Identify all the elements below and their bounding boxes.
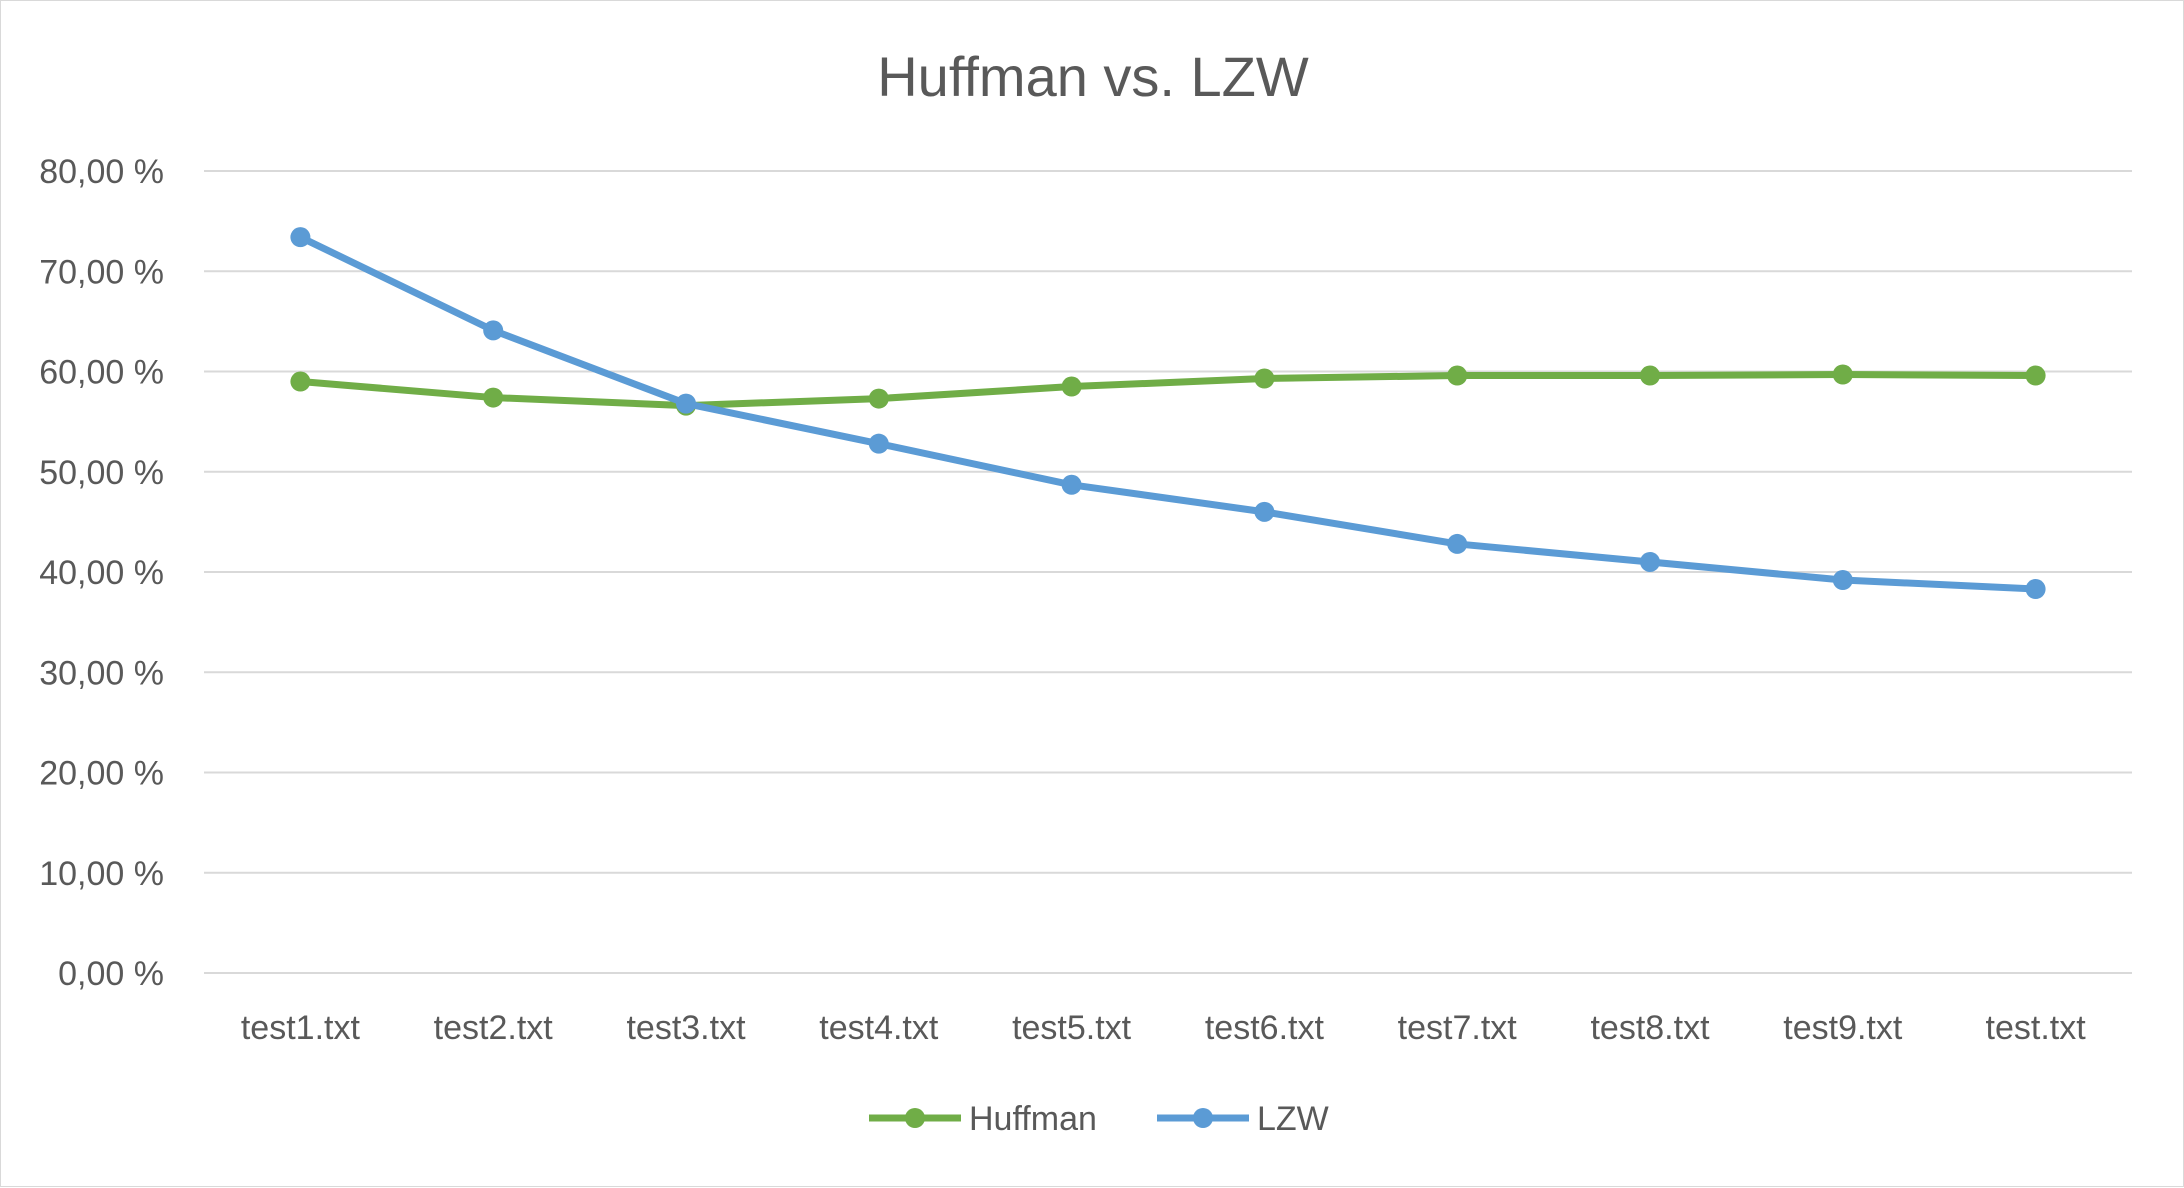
y-axis-ticks: 0,00 % 10,00 % 20,00 % 30,00 % 40,00 % 50,00 … [39,153,164,993]
series-line [296,371,2040,410]
series-line [296,233,2040,593]
x-tick-label: test6.txt [1205,1009,1325,1047]
x-tick-label: test.txt [1986,1009,2087,1047]
legend-marker [1193,1108,1213,1128]
data-point [868,433,889,454]
data-point [1832,364,1853,385]
y-tick-label: 20,00 % [39,755,164,793]
legend: Huffman LZW [869,1100,1329,1138]
x-tick-label: test8.txt [1590,1009,1710,1047]
gridlines [204,170,2132,974]
y-tick-label: 60,00 % [39,354,164,392]
y-tick-label: 10,00 % [39,855,164,893]
data-point [290,371,311,392]
chart-title: Huffman vs. LZW [877,45,1309,108]
data-point [1832,570,1853,591]
x-tick-label: test7.txt [1398,1009,1518,1047]
data-point [1254,368,1275,389]
data-point [1061,376,1082,397]
legend-item: LZW [1157,1100,1329,1138]
data-point [1640,551,1660,572]
x-tick-label: test2.txt [434,1009,554,1047]
legend-item: Huffman [869,1100,1097,1138]
legend-label: LZW [1257,1100,1329,1138]
data-point [2025,579,2046,600]
data-point [2025,365,2046,386]
x-tick-label: test9.txt [1783,1009,1903,1047]
data-point [1061,474,1082,495]
data-point [1640,365,1660,386]
series-lines [290,227,2046,600]
data-point [1254,501,1275,522]
x-axis-ticks: test1.txt test2.txt test3.txt test4.txt test… [241,1009,2086,1047]
data-point [483,387,504,408]
data-point [1447,533,1468,554]
y-tick-label: 70,00 % [39,253,164,291]
y-tick-label: 50,00 % [39,454,164,492]
y-tick-label: 30,00 % [39,654,164,692]
y-tick-label: 0,00 % [58,955,164,993]
data-point [290,227,311,248]
x-tick-label: test3.txt [626,1009,746,1047]
data-point [868,388,889,409]
y-tick-label: 80,00 % [39,153,164,191]
series-lzw [290,227,2046,600]
legend-marker [905,1108,925,1128]
x-tick-label: test4.txt [819,1009,939,1047]
x-tick-label: test5.txt [1012,1009,1132,1047]
data-point [1447,365,1468,386]
x-tick-label: test1.txt [241,1009,361,1047]
data-point [676,393,696,414]
y-tick-label: 40,00 % [39,554,164,592]
data-point [483,320,504,341]
legend-label: Huffman [969,1100,1097,1138]
